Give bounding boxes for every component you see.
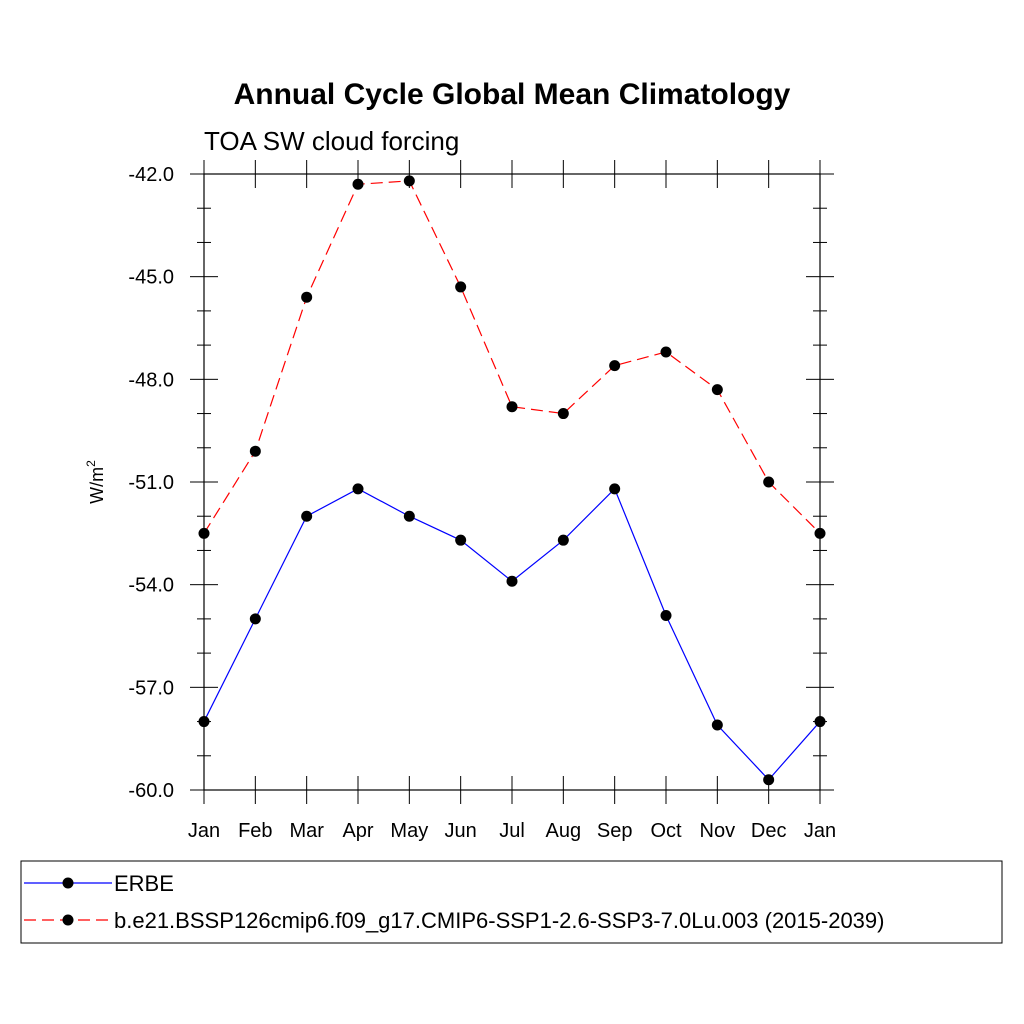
legend-box xyxy=(20,860,1003,944)
legend-marker xyxy=(62,914,74,926)
x-tick-label: Apr xyxy=(342,820,373,842)
y-axis-label: W/m2 xyxy=(84,460,107,504)
legend-label: b.e21.BSSP126cmip6.f09_g17.CMIP6-SSP1-2.… xyxy=(114,908,884,933)
y-tick-label: -42.0 xyxy=(128,164,174,186)
data-point xyxy=(763,774,775,786)
chart-subtitle: TOA SW cloud forcing xyxy=(204,126,459,156)
y-axis-label-text: W/m xyxy=(87,467,107,504)
legend: ERBE b.e21.BSSP126cmip6.f09_g17.CMIP6-SSP… xyxy=(24,871,884,933)
legend-entry-2: b.e21.BSSP126cmip6.f09_g17.CMIP6-SSP1-2.… xyxy=(24,908,884,933)
x-tick-label: Dec xyxy=(751,820,787,842)
y-tick-label: -51.0 xyxy=(128,472,174,494)
svg-text:W/m2: W/m2 xyxy=(84,460,107,504)
data-point xyxy=(506,401,518,413)
x-tick-label: May xyxy=(390,820,428,842)
data-point xyxy=(352,483,364,495)
x-tick-labels: Jan Feb Mar Apr May Jun Jul Aug Sep Oct Nov Dec Jan xyxy=(188,820,836,842)
x-tick-label: Jan xyxy=(804,820,836,842)
x-tick-label: Feb xyxy=(238,820,272,842)
data-point xyxy=(814,716,826,728)
data-point xyxy=(249,613,261,625)
series-1 xyxy=(198,483,826,786)
x-tick-label: Nov xyxy=(700,820,736,842)
x-tick-label: Aug xyxy=(546,820,582,842)
data-point xyxy=(557,408,569,420)
data-point xyxy=(557,534,569,546)
legend-entry-1: ERBE xyxy=(24,871,174,896)
data-point xyxy=(455,281,467,293)
data-point xyxy=(814,527,826,539)
x-tick-label: Jul xyxy=(499,820,525,842)
data-point xyxy=(301,510,313,522)
data-point xyxy=(763,476,775,488)
legend-label: ERBE xyxy=(114,871,174,896)
legend-marker xyxy=(62,877,74,889)
x-tick-label: Oct xyxy=(650,820,682,842)
data-point xyxy=(506,575,518,587)
series-line xyxy=(203,487,821,781)
x-tick-label: Mar xyxy=(289,820,324,842)
series-line xyxy=(203,180,821,534)
data-point xyxy=(711,719,723,731)
data-point xyxy=(660,346,672,358)
data-point xyxy=(660,609,672,621)
series-group xyxy=(198,175,826,786)
data-point xyxy=(301,291,313,303)
y-tick-label: -48.0 xyxy=(128,369,174,391)
data-point xyxy=(455,534,467,546)
y-tick-label: -45.0 xyxy=(128,267,174,289)
data-point xyxy=(198,716,210,728)
y-tick-label: -60.0 xyxy=(128,780,174,802)
data-point xyxy=(609,483,621,495)
series-2 xyxy=(198,175,826,539)
data-point xyxy=(403,510,415,522)
plot-frame xyxy=(203,173,821,791)
x-tick-label: Jun xyxy=(445,820,477,842)
x-tick-label: Jan xyxy=(188,820,220,842)
data-point xyxy=(198,527,210,539)
data-point xyxy=(249,445,261,457)
y-tick-label: -54.0 xyxy=(128,575,174,597)
y-axis-label-superscript: 2 xyxy=(84,460,98,467)
axis-ticks xyxy=(190,160,834,804)
data-point xyxy=(352,178,364,190)
chart-title: Annual Cycle Global Mean Climatology xyxy=(234,78,791,111)
x-tick-label: Sep xyxy=(597,820,633,842)
y-tick-labels: -42.0 -45.0 -48.0 -51.0 -54.0 -57.0 -60.0 xyxy=(128,164,174,802)
data-point xyxy=(403,175,415,187)
data-point xyxy=(711,384,723,396)
data-point xyxy=(609,360,621,372)
y-tick-label: -57.0 xyxy=(128,677,174,699)
